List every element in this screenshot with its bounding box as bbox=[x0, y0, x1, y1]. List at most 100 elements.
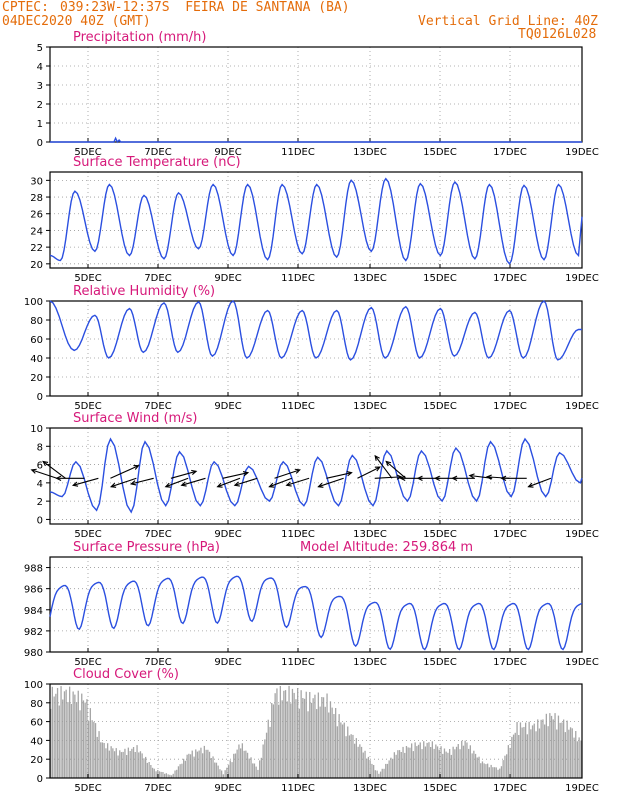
cloud-cover-bar bbox=[179, 764, 181, 778]
cloud-cover-bar bbox=[347, 726, 349, 778]
cloud-cover-bar bbox=[150, 765, 152, 778]
cloud-cover-bar bbox=[385, 763, 387, 778]
cloud-cover-bar bbox=[136, 745, 138, 778]
cloud-cover-bar bbox=[378, 773, 380, 778]
cloud-cover-bar bbox=[72, 691, 74, 778]
y-tick-label: 986 bbox=[24, 585, 43, 596]
cloud-cover-bar bbox=[359, 744, 361, 778]
cloud-cover-bar bbox=[203, 745, 205, 778]
cloud-cover-bar bbox=[569, 727, 572, 778]
x-tick-label: 9DEC bbox=[214, 657, 241, 668]
y-tick-label: 980 bbox=[24, 648, 43, 659]
cloud-cover-bar bbox=[113, 751, 116, 778]
cloud-cover-bar bbox=[253, 763, 256, 778]
cloud-cover-bar bbox=[246, 752, 249, 778]
wind-vector bbox=[131, 477, 154, 485]
cloud-cover-bar bbox=[329, 701, 332, 778]
y-tick-label: 20 bbox=[30, 755, 43, 766]
cloud-cover-bar bbox=[357, 746, 359, 778]
cloud-cover-bar bbox=[428, 742, 430, 778]
cloud-cover-bar bbox=[443, 748, 446, 778]
cloud-cover-bar bbox=[343, 722, 345, 778]
wind-vector-head bbox=[294, 468, 301, 474]
cloud-cover-bar bbox=[419, 742, 421, 778]
wind-title: Surface Wind (m/s) bbox=[73, 411, 197, 426]
cloud-cover-bar bbox=[516, 722, 518, 778]
cloud-cover-bar bbox=[317, 692, 319, 778]
cloud-cover-bar bbox=[278, 704, 280, 778]
cloud-cover-bar bbox=[155, 771, 157, 778]
y-tick-label: 4 bbox=[37, 479, 43, 490]
wind-vector-head bbox=[385, 460, 392, 467]
cloud-cover-bar bbox=[231, 762, 233, 778]
cloud-cover-bar bbox=[98, 731, 100, 778]
cloud-cover-bar bbox=[250, 757, 252, 778]
cloud-cover-bar bbox=[69, 686, 71, 778]
y-tick-label: 60 bbox=[30, 335, 43, 346]
cloud-cover-bar bbox=[367, 756, 370, 778]
y-tick-label: 26 bbox=[30, 210, 43, 221]
wind-vector-head bbox=[233, 481, 240, 487]
cloud-cover-bar bbox=[373, 765, 375, 778]
cloud-cover-bar bbox=[126, 755, 128, 778]
cloud-cover-bar bbox=[208, 751, 211, 778]
wind-vector-head bbox=[164, 482, 171, 488]
x-tick-label: 9DEC bbox=[214, 401, 241, 412]
wind-vector-head bbox=[485, 474, 492, 480]
cloud-cover-bar bbox=[264, 739, 266, 778]
x-tick-label: 13DEC bbox=[353, 147, 387, 158]
cloud-cover-bar bbox=[455, 746, 458, 778]
cloud-cover-bar bbox=[86, 699, 88, 778]
cloud-cover-bar bbox=[540, 719, 542, 778]
cloud-cover-bar bbox=[576, 741, 579, 778]
cloud-cover-bar bbox=[103, 743, 105, 778]
y-tick-label: 10 bbox=[30, 424, 43, 435]
cloud-cover-bar bbox=[101, 742, 104, 778]
x-tick-label: 17DEC bbox=[493, 783, 527, 794]
cloud-cover-bar bbox=[538, 728, 541, 778]
wind-vector bbox=[385, 461, 407, 479]
cloud-cover-bar bbox=[545, 713, 547, 778]
cloud-cover-bar bbox=[480, 763, 482, 778]
cloud-cover-bar bbox=[483, 763, 485, 778]
y-tick-label: 0 bbox=[37, 774, 43, 785]
cloud-cover-bar bbox=[435, 744, 437, 778]
cloud-cover-bar bbox=[176, 769, 178, 778]
y-tick-label: 40 bbox=[30, 736, 43, 747]
cloud-cover-bar bbox=[96, 736, 98, 778]
x-tick-label: 13DEC bbox=[353, 657, 387, 668]
y-tick-label: 4 bbox=[37, 62, 43, 73]
cloud-cover-bar bbox=[189, 754, 192, 778]
cloud-cover-bar bbox=[245, 750, 247, 778]
cloud-cover-bar bbox=[58, 705, 60, 778]
x-tick-label: 15DEC bbox=[423, 147, 457, 158]
x-tick-label: 9DEC bbox=[214, 273, 241, 284]
cloud-cover-bar bbox=[362, 752, 364, 778]
panel-frame bbox=[49, 556, 583, 653]
cloud-cover-bar bbox=[252, 763, 254, 778]
cloud-cover-bar bbox=[526, 734, 528, 778]
cloud-cover-bar bbox=[310, 702, 313, 778]
cloud-cover-bar bbox=[573, 737, 575, 778]
cloud-cover-bar bbox=[376, 770, 378, 778]
cloud-cover-bar bbox=[84, 702, 86, 778]
wind-vector bbox=[42, 461, 66, 479]
precipitation-title: Precipitation (mm/h) bbox=[73, 30, 206, 45]
cloud-cover-bar bbox=[88, 721, 90, 778]
x-tick-label: 17DEC bbox=[493, 657, 527, 668]
x-tick-label: 15DEC bbox=[423, 273, 457, 284]
cloud-cover-bar bbox=[236, 749, 238, 778]
cloud-cover-bar bbox=[131, 748, 133, 778]
y-tick-label: 40 bbox=[30, 354, 43, 365]
x-tick-label: 13DEC bbox=[353, 273, 387, 284]
cloud-cover-bar bbox=[148, 762, 150, 778]
cloud-cover-bar bbox=[549, 713, 551, 778]
cloud-cover-bar bbox=[143, 758, 145, 778]
cloud-cover-bar bbox=[229, 760, 231, 778]
cloud-cover-bar bbox=[537, 719, 539, 778]
header-model: TQ0126L028 bbox=[518, 27, 597, 42]
y-tick-label: 1 bbox=[37, 119, 43, 130]
cloud-cover-bar bbox=[563, 719, 565, 778]
y-tick-label: 982 bbox=[24, 627, 43, 638]
cloud-cover-bar bbox=[393, 752, 395, 778]
